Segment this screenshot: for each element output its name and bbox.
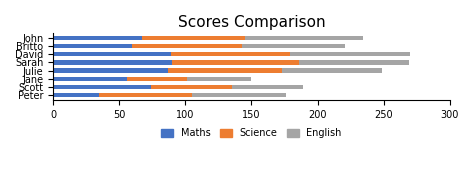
Bar (53, 44, 132, 48)
Bar (168, 68, 282, 73)
Bar (132, 44, 242, 48)
Title: Scores Comparison: Scores Comparison (178, 15, 325, 30)
Legend: Maths, Science, English: Maths, Science, English (157, 124, 346, 142)
Bar (53, 85, 151, 89)
Bar (151, 85, 232, 89)
Bar (245, 36, 363, 40)
Bar (127, 76, 187, 81)
Bar (142, 36, 245, 40)
Bar (192, 93, 286, 97)
Bar (53, 52, 171, 56)
Bar (171, 52, 290, 56)
Bar (53, 60, 172, 65)
Bar (53, 93, 100, 97)
Bar (53, 36, 142, 40)
Bar (100, 93, 192, 97)
Bar (290, 52, 410, 56)
Bar (53, 76, 127, 81)
Bar (242, 44, 346, 48)
Bar (282, 68, 383, 73)
Bar (299, 60, 409, 65)
Bar (172, 60, 299, 65)
Bar (232, 85, 303, 89)
Bar (53, 68, 168, 73)
Bar (187, 76, 251, 81)
